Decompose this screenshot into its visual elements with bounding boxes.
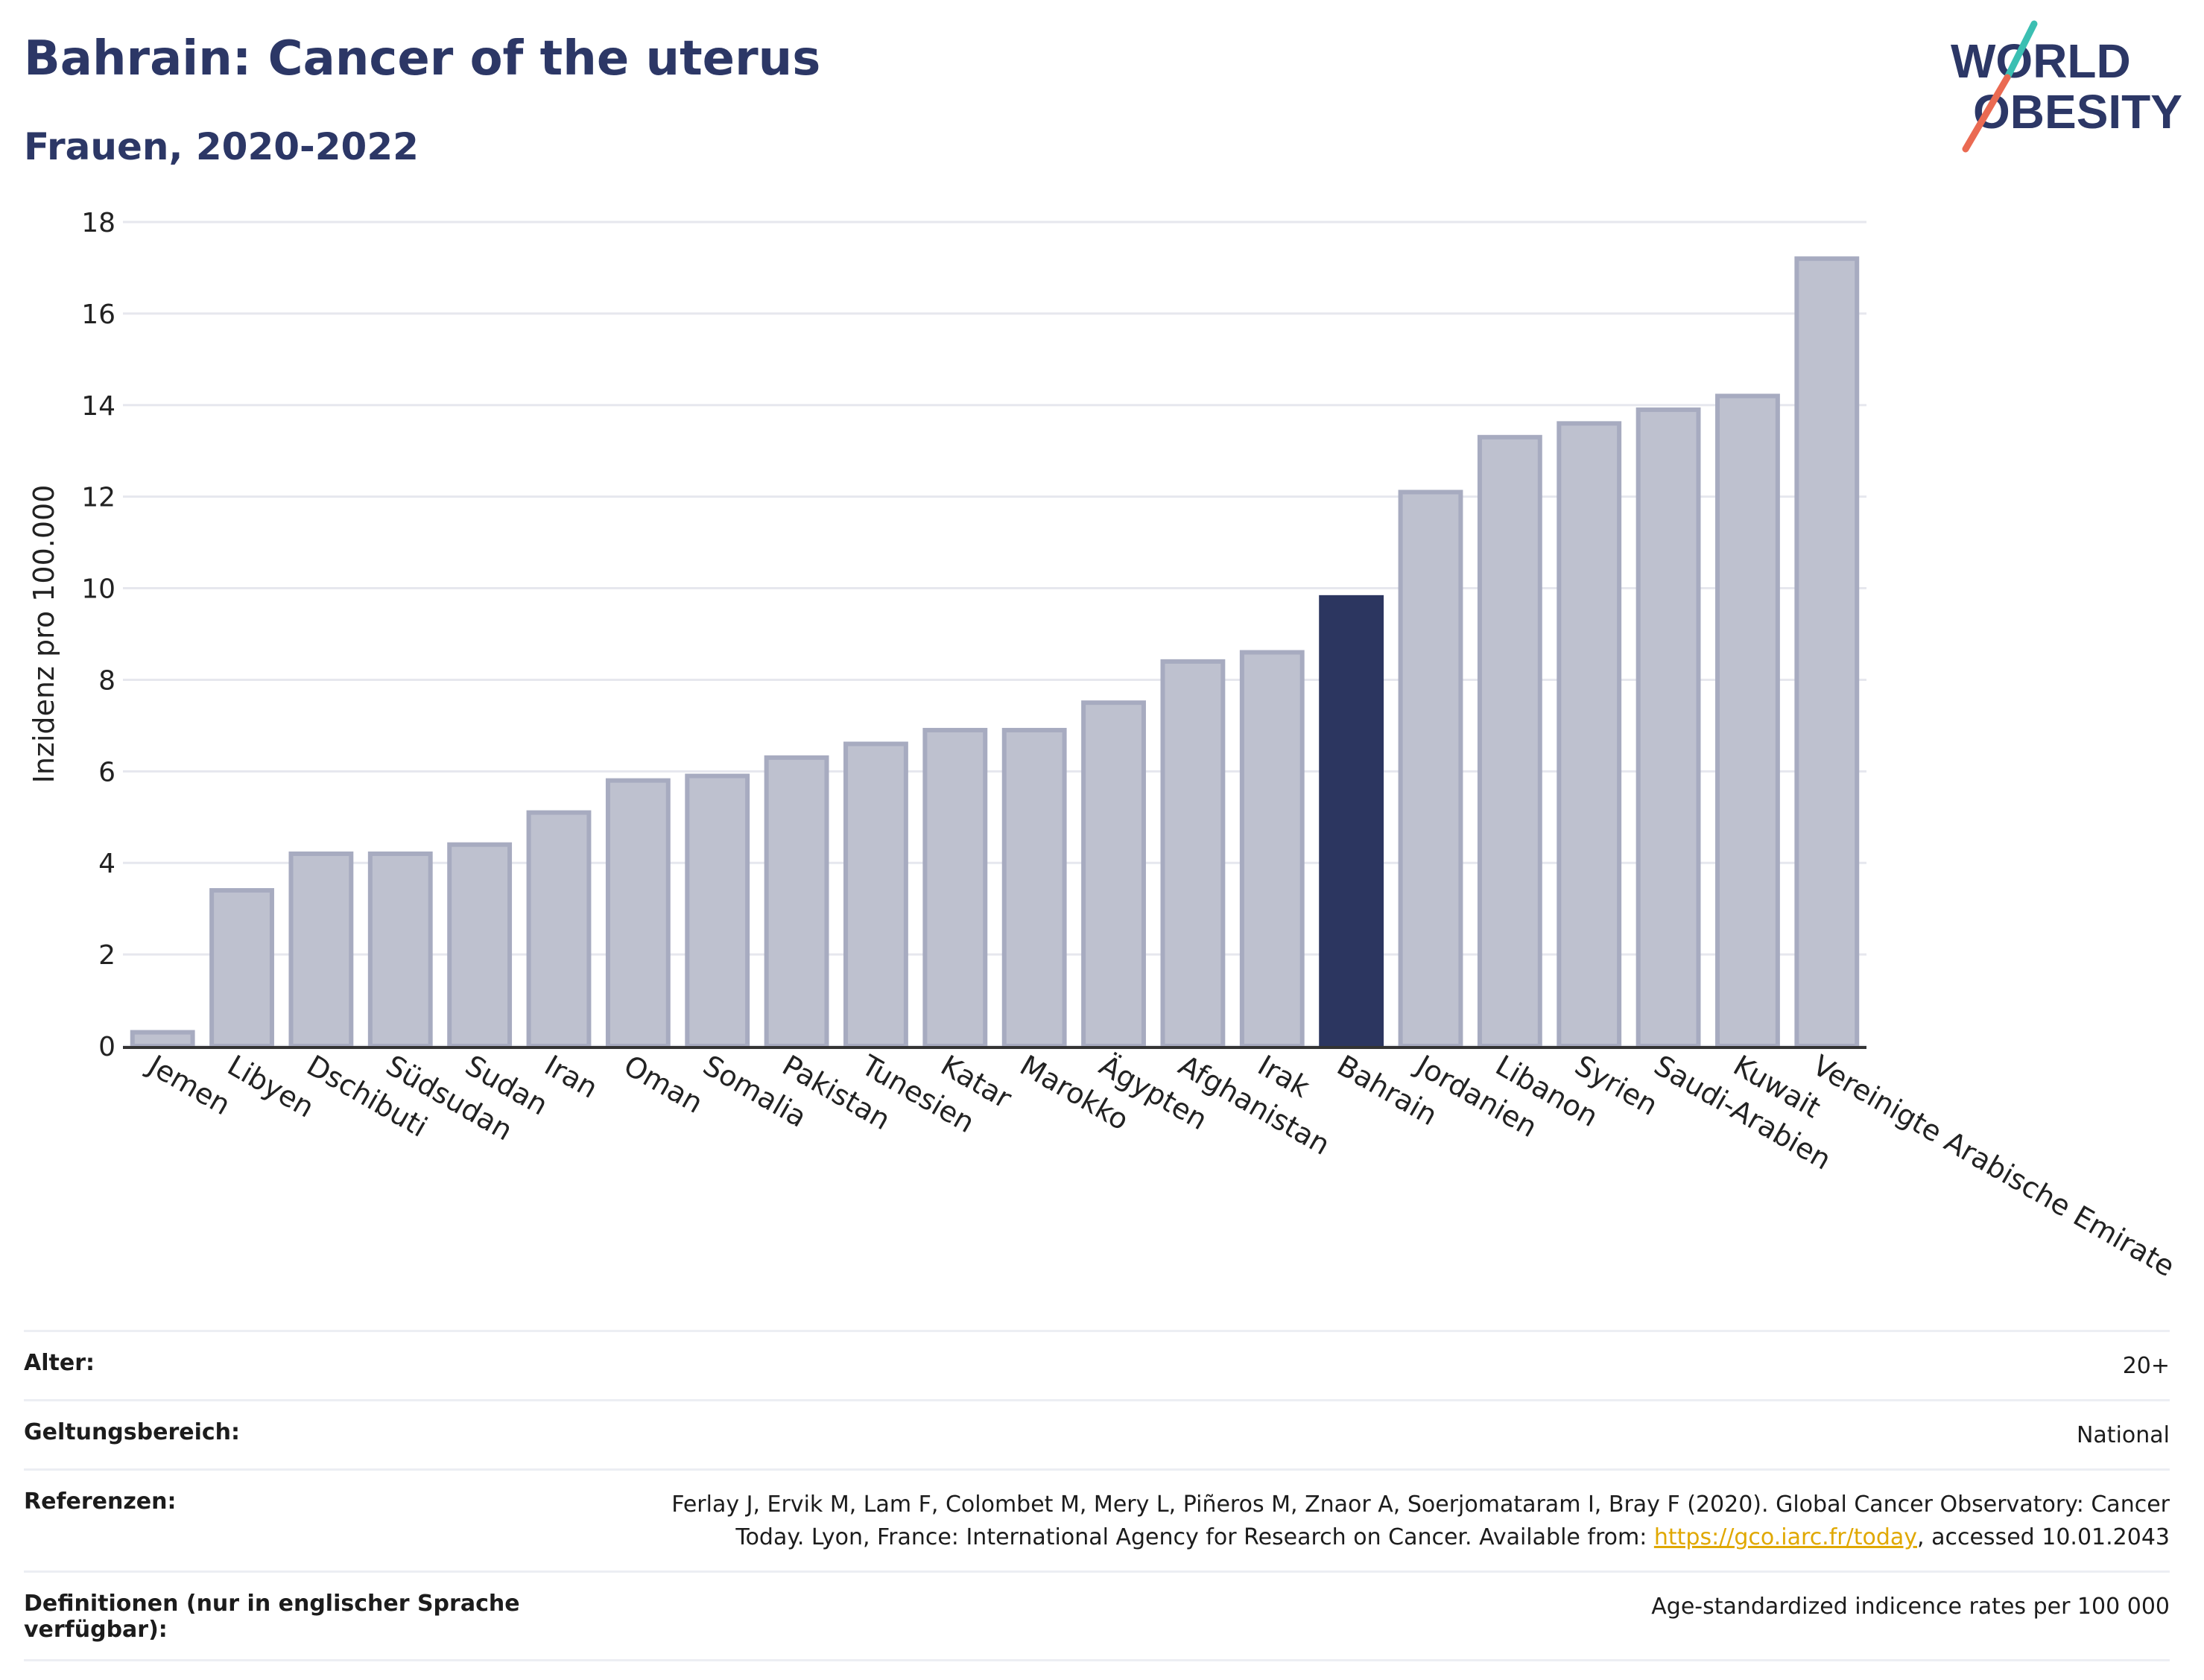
bar-chart: 0 2 4 6 8 10 12 14 16 18 JemenLibyenDschibutiSüds… (28, 208, 2180, 1284)
y-tick-label: 6 (98, 757, 115, 787)
x-tick-label: Jemen (142, 1048, 236, 1122)
metadata-table: Alter: 20+ Geltungsbereich: National Ref… (24, 1330, 2170, 1661)
y-tick-label: 0 (98, 1032, 115, 1062)
reference-text-3: , accessed 10.01.2043 (1917, 1524, 2170, 1550)
references-value: Ferlay J, Ervik M, Lam F, Colombet M, Me… (545, 1468, 2170, 1572)
bar-jemen (130, 1030, 195, 1048)
bar-libyen (209, 888, 274, 1048)
bar-afghanistan (1160, 659, 1226, 1048)
bar-oman (605, 778, 671, 1048)
bar-jordanien (1398, 489, 1463, 1048)
scope-value: National (545, 1399, 2170, 1470)
age-label: Alter: (24, 1330, 545, 1401)
bar-pakistan (764, 755, 829, 1049)
svg-text:OBESITY: OBESITY (1973, 85, 2182, 139)
bar-libanon (1477, 434, 1542, 1048)
definitions-label: Definitionen (nur in englischer Sprache … (24, 1570, 545, 1661)
reference-link[interactable]: https://gco.iarc.fr/today (1653, 1524, 1918, 1550)
chart-title: Bahrain: Cancer of the uterus (24, 31, 821, 86)
y-tick-label: 18 (81, 208, 115, 238)
bar-syrien (1557, 421, 1622, 1049)
y-tick-label: 8 (98, 665, 115, 696)
bar-katar (922, 728, 988, 1048)
bar-iran (526, 810, 592, 1049)
bar-kuwait (1715, 393, 1780, 1048)
scope-label: Geltungsbereich: (24, 1399, 545, 1470)
meta-row-scope: Geltungsbereich: National (24, 1399, 2170, 1470)
y-tick-label: 10 (81, 574, 115, 605)
definitions-value: Age-standardized indicence rates per 100… (545, 1570, 2170, 1661)
x-tick-label: Vereinigte Arabische Emirate (1807, 1049, 2180, 1284)
y-axis-ticks: 0 2 4 6 8 10 12 14 16 18 (81, 208, 115, 1062)
y-tick-label: 16 (81, 299, 115, 330)
bar-marokko (1001, 728, 1067, 1048)
bar-bahrain (1319, 595, 1384, 1048)
y-tick-label: 4 (98, 849, 115, 879)
bar-tunesien (843, 741, 908, 1048)
bar-somalia (685, 773, 750, 1048)
bar-irak (1239, 650, 1305, 1048)
world-obesity-logo: WORLD OBESITY (1951, 20, 2182, 153)
y-tick-label: 2 (98, 940, 115, 971)
age-value: 20+ (545, 1330, 2170, 1401)
meta-row-age: Alter: 20+ (24, 1330, 2170, 1401)
bar-südsudan (367, 851, 433, 1049)
bar-ägypten (1081, 700, 1146, 1049)
reference-text-1: Ferlay J, Ervik M, Lam F, Colombet M, Me… (671, 1492, 2170, 1518)
meta-row-definitions: Definitionen (nur in englischer Sprache … (24, 1570, 2170, 1661)
y-axis-label: Inzidenz pro 100.000 (28, 485, 60, 784)
bars (130, 256, 1860, 1049)
x-tick-label: Oman (618, 1049, 709, 1120)
references-label: Referenzen: (24, 1468, 545, 1572)
reference-text-2: Today. Lyon, France: International Agenc… (735, 1524, 1654, 1550)
meta-row-references: Referenzen: Ferlay J, Ervik M, Lam F, Co… (24, 1468, 2170, 1572)
y-tick-label: 12 (81, 483, 115, 513)
bar-vereinigte-arabische-emirate (1794, 256, 1860, 1049)
bar-saudi-arabien (1635, 407, 1701, 1048)
chart-subtitle: Frauen, 2020-2022 (24, 125, 419, 168)
bar-sudan (447, 842, 513, 1049)
x-tick-label: Libyen (222, 1049, 320, 1124)
svg-text:WORLD: WORLD (1951, 34, 2131, 88)
y-tick-label: 14 (81, 391, 115, 422)
bar-dschibuti (288, 851, 354, 1049)
